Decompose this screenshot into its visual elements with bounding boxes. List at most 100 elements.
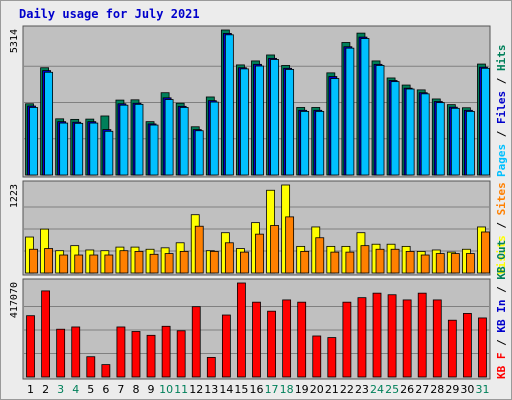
bar-sites [270,225,279,274]
bar-pages [44,71,53,176]
bar-pages [345,47,355,176]
bar-pages [270,59,279,176]
bar-pages [360,38,370,176]
bar-kb-f [402,299,412,378]
bar-sites [285,216,295,274]
bar-pages [89,122,99,176]
bar-kb-f [237,282,246,378]
bar-pages [209,101,219,176]
bar-sites [44,248,53,274]
bar-kb-f [297,301,307,378]
legend-kb: KB F / KB In / KB Out [495,240,508,379]
legend-entry: KB F [495,353,508,380]
day-label: 1 [27,383,34,396]
bar-kb-f [41,290,50,378]
legend-visits-sites: Visits / Sites [495,182,508,275]
bar-sites [149,253,159,274]
bar-pages [29,107,38,176]
legend-entry: Visits [495,235,508,275]
page-title: Daily usage for July 2021 [19,7,200,21]
day-label: 11 [174,383,188,396]
bar-sites [59,254,69,274]
bar-pages [59,122,69,176]
bar-pages [375,65,385,176]
bar-pages [300,111,310,176]
bar-kb-f [372,292,382,378]
day-label: 28 [430,383,444,396]
legend-hits-files-pages: Pages / Files / Hits [495,45,508,178]
bar-sites [315,237,325,274]
bar-pages [255,65,264,176]
legend-entry: KB In [495,300,508,333]
bar-kb-f [56,328,66,378]
bar-kb-f [432,299,442,378]
day-label: 31 [475,383,489,396]
bar-sites [89,254,99,274]
bar-sites [360,245,370,274]
bar-kb-f [116,326,126,378]
bar-sites [164,253,174,274]
max-value-label: 1223 [9,184,20,208]
bar-pages [119,104,129,176]
bar-sites [255,233,264,274]
day-label: 9 [148,383,155,396]
bar-pages [285,69,295,176]
bar-kb-f [282,299,292,378]
bar-pages [179,107,189,176]
bar-kb-f [252,301,261,378]
bar-pages [315,111,325,176]
bar-kb-f [447,319,457,378]
bar-sites [179,251,189,274]
bar-kb-f [312,335,322,378]
day-label: 24 [370,383,384,396]
bar-pages [164,99,174,176]
bar-sites [300,251,310,274]
day-label: 2 [42,383,49,396]
bar-kb-f [417,292,427,378]
day-label: 23 [355,383,369,396]
bar-sites [466,253,475,274]
bar-kb-f [101,364,111,378]
bar-sites [405,251,415,274]
bar-kb-f [221,314,231,378]
bar-sites [481,231,490,274]
bar-pages [450,107,460,176]
bar-kb-f [86,356,96,378]
day-label: 6 [102,383,109,396]
bar-sites [240,251,249,274]
day-label: 12 [189,383,203,396]
bar-sites [104,254,114,274]
bar-pages [134,103,144,176]
bar-kb-f [26,315,35,378]
bar-pages [224,34,234,176]
bar-kb-f [206,356,216,378]
max-value-label: 417070 [9,282,20,318]
bar-kb-f [71,326,81,378]
day-label: 21 [325,383,339,396]
legend-entry: Hits [495,45,508,72]
bar-sites [194,225,204,274]
bar-pages [390,81,400,176]
bar-kb-f [327,337,337,378]
bar-kb-f [176,330,186,378]
bar-sites [435,253,445,274]
bar-sites [119,250,129,274]
day-label: 30 [460,383,474,396]
day-label: 15 [234,383,248,396]
day-label: 8 [132,383,139,396]
bar-kb-f [357,297,367,378]
day-label: 19 [295,383,309,396]
bar-pages [104,130,114,176]
bar-sites [420,254,430,274]
day-label: 22 [340,383,354,396]
bar-sites [224,242,234,274]
day-label: 5 [87,383,94,396]
bar-sites [450,253,460,274]
bar-pages [194,130,204,176]
bar-sites [134,251,144,274]
day-label: 20 [310,383,324,396]
day-label: 26 [400,383,414,396]
day-label: 16 [250,383,264,396]
bar-sites [345,251,355,274]
